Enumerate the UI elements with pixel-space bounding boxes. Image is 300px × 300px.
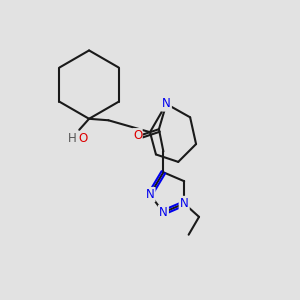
Text: O: O (78, 132, 87, 145)
Text: H: H (68, 132, 76, 145)
Text: N: N (146, 188, 154, 201)
Text: N: N (162, 98, 171, 110)
Text: O: O (133, 129, 142, 142)
Text: N: N (180, 197, 189, 210)
Text: N: N (159, 206, 168, 219)
